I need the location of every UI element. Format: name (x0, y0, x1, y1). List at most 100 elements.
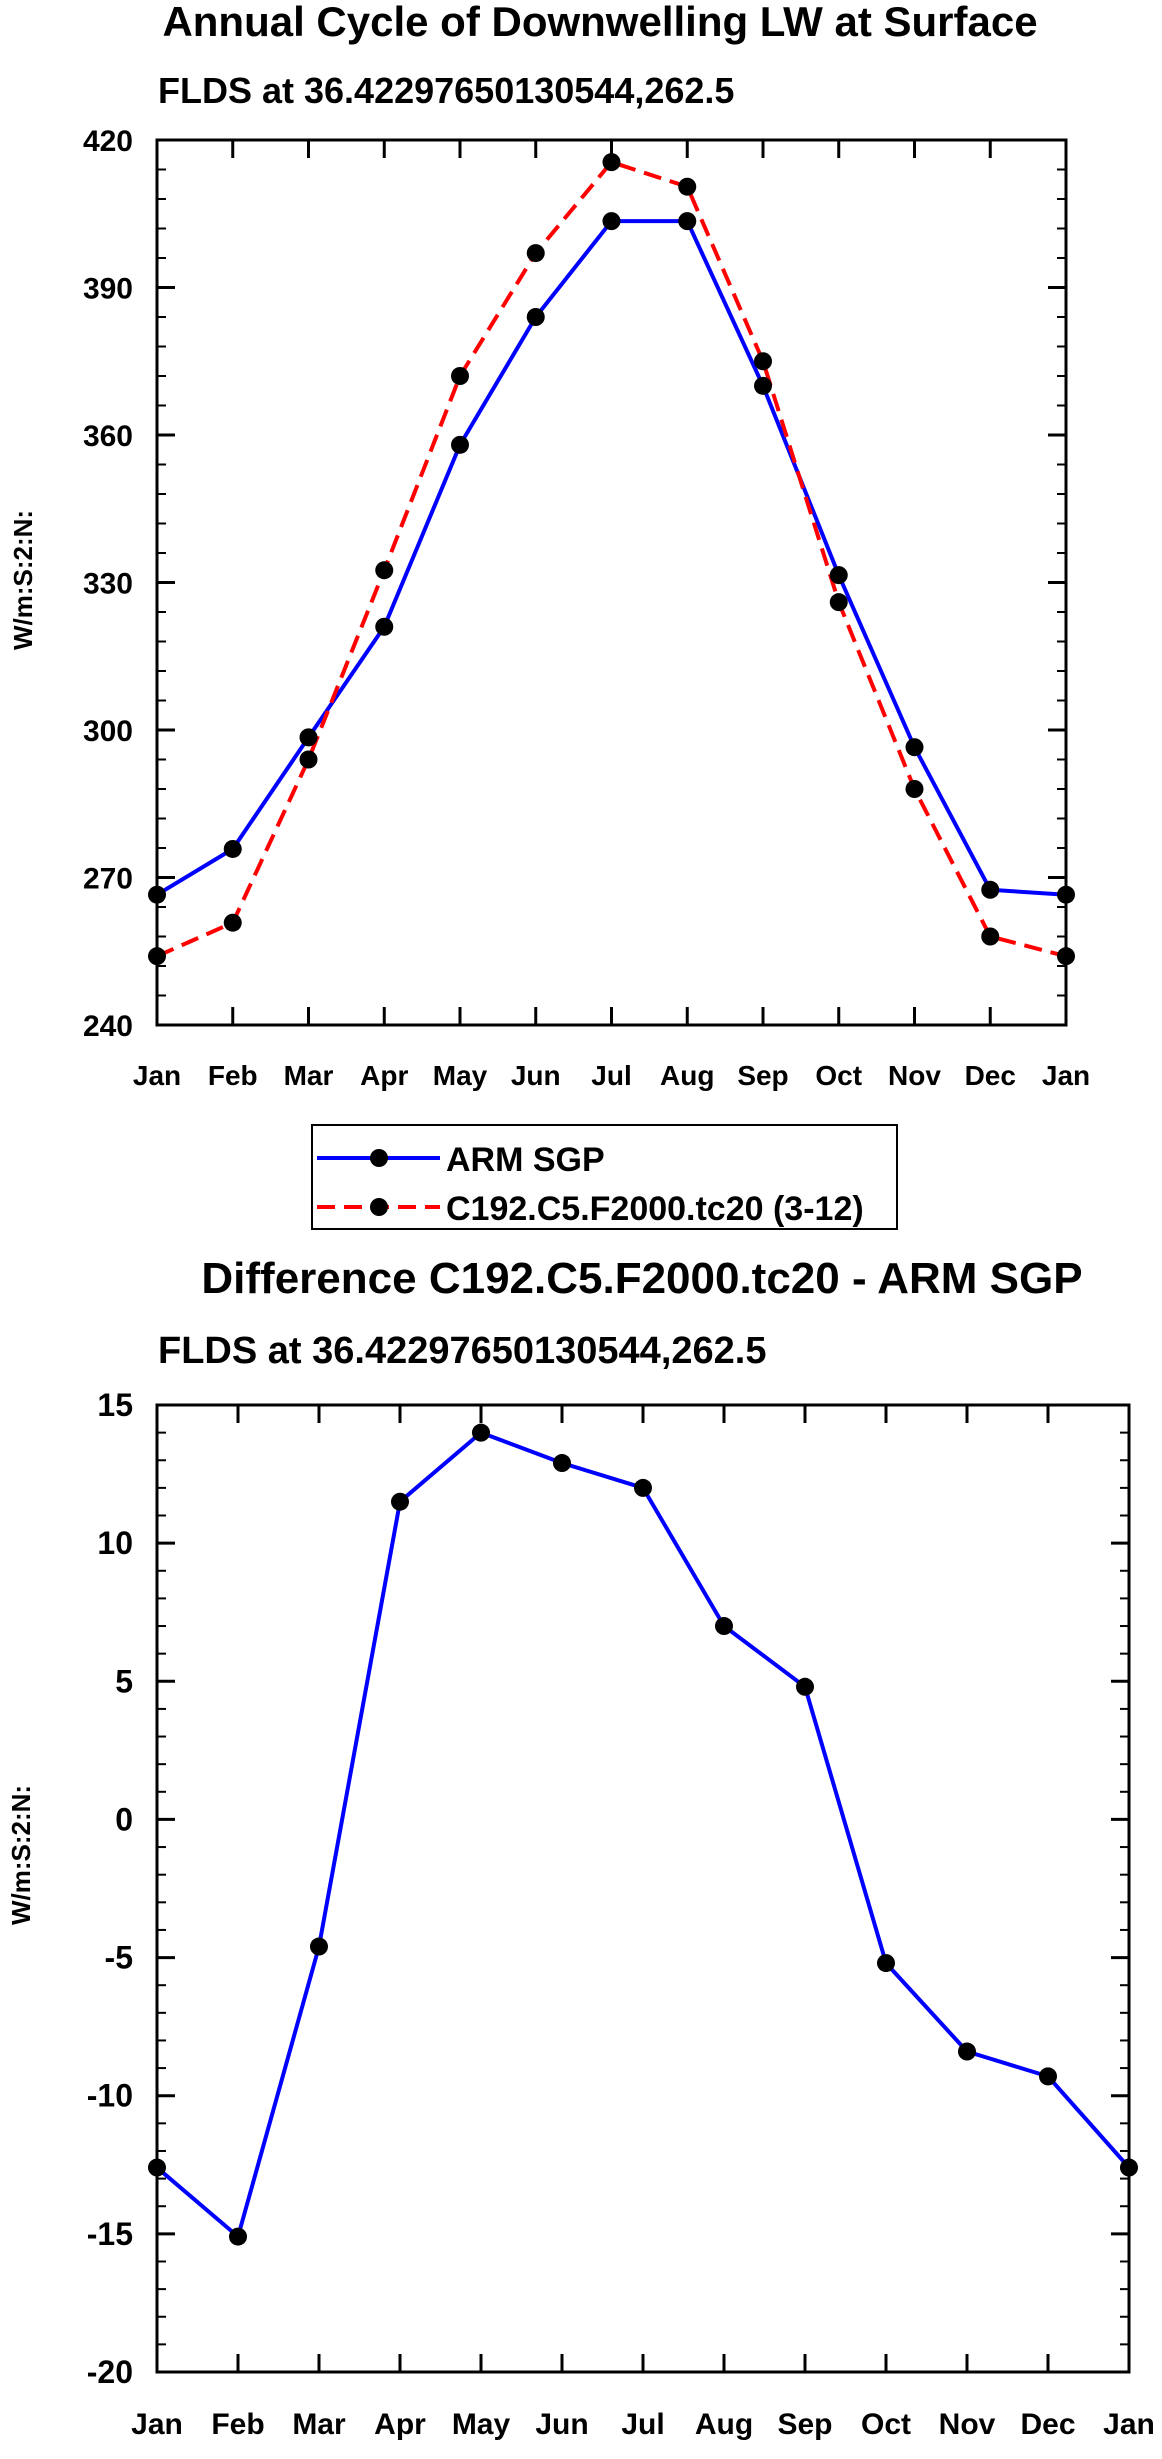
y-tick-label: -15 (87, 2216, 133, 2252)
data-point (1057, 885, 1075, 904)
x-tick-label: Oct (861, 2408, 911, 2441)
x-tick-label: Feb (208, 1060, 258, 1091)
data-point (981, 927, 1000, 946)
y-tick-label: 0 (115, 1801, 133, 1837)
x-tick-label: Nov (939, 2408, 996, 2441)
x-tick-label: Sep (737, 1060, 788, 1091)
chart-subtitle: FLDS at 36.42297650130544,262.5 (158, 70, 734, 111)
y-tick-labels: 420 390 360 330 300 270 240 (83, 125, 133, 1043)
plot-frame (155, 1403, 1131, 2374)
x-tick-label: Jun (511, 1060, 561, 1091)
data-point (451, 367, 469, 385)
data-point (391, 1492, 409, 1511)
plot-frame (155, 138, 1068, 1027)
x-tick-label: Feb (211, 2408, 264, 2441)
x-tick-labels: Jan Feb Mar Apr May Jun Jul Aug Sep Oct Nov Dec Jan (133, 1060, 1090, 1091)
x-tick-labels: Jan Feb Mar Apr May Jun Jul Aug Sep Oct Nov Dec Jan (131, 2408, 1155, 2441)
data-point (148, 947, 166, 966)
x-tick-label: Apr (360, 1060, 408, 1091)
data-point (148, 2158, 166, 2177)
y-tick-labels: 15 10 5 0 -5 -10 -15 -20 (87, 1387, 133, 2390)
data-point (602, 153, 621, 172)
data-point (229, 2227, 247, 2246)
data-point (905, 738, 924, 757)
y-tick-label: 360 (83, 420, 133, 453)
legend-label-model: C192.C5.F2000.tc20 (3-12) (446, 1190, 864, 1228)
data-point (754, 352, 772, 371)
series-line (156, 160, 1067, 959)
axis-ticks (155, 138, 1068, 1027)
y-tick-label: 330 (83, 568, 133, 601)
x-tick-label: Aug (695, 2408, 753, 2441)
data-point (829, 566, 848, 585)
data-point (526, 244, 545, 263)
data-point (299, 750, 318, 769)
x-tick-label: Mar (284, 1060, 334, 1091)
data-point (877, 1954, 895, 1973)
data-point (223, 913, 242, 932)
data-point (715, 1617, 733, 1636)
y-tick-label: 240 (83, 1010, 133, 1043)
panel-annual-cycle: Annual Cycle of Downwelling LW at Surfac… (8, 0, 1090, 1091)
data-point (553, 1454, 571, 1473)
data-point (1039, 2067, 1057, 2086)
data-point (958, 2042, 976, 2061)
chart-title: Annual Cycle of Downwelling LW at Surfac… (162, 0, 1037, 45)
y-tick-label: 10 (97, 1525, 133, 1561)
data-point (148, 885, 166, 904)
data-point (829, 593, 848, 612)
x-tick-label: Jun (535, 2408, 588, 2441)
data-point (375, 561, 394, 580)
legend-entry-arm-sgp: ARM SGP (317, 1141, 605, 1179)
data-point (526, 308, 545, 326)
series-line (155, 1430, 1131, 2239)
y-tick-label: 270 (83, 863, 133, 896)
y-tick-label: -10 (87, 2078, 133, 2114)
y-tick-label: 15 (97, 1387, 133, 1423)
data-point (796, 1677, 814, 1696)
x-tick-label: Dec (1020, 2408, 1075, 2441)
data-point (375, 617, 394, 636)
x-tick-label: Aug (660, 1060, 714, 1091)
data-point (310, 1937, 328, 1956)
series-group (148, 1423, 1138, 2246)
x-tick-label: Sep (777, 2408, 832, 2441)
x-tick-label: Jan (1103, 2408, 1155, 2441)
x-tick-label: Jan (1042, 1060, 1090, 1091)
legend: ARM SGP C192.C5.F2000.tc20 (3-12) (311, 1124, 898, 1230)
data-point (678, 212, 697, 231)
x-tick-label: Mar (292, 2408, 346, 2441)
x-tick-label: Nov (888, 1060, 941, 1091)
panel-difference: Difference C192.C5.F2000.tc20 - ARM SGP … (6, 1254, 1155, 2441)
data-point (634, 1478, 652, 1497)
series-group (148, 153, 1075, 966)
data-point (678, 177, 697, 196)
data-point (754, 376, 772, 395)
data-point (1057, 947, 1075, 966)
x-tick-label: Apr (374, 2408, 426, 2441)
y-axis-label: W/m:S:2:N: (8, 510, 38, 650)
x-tick-label: Oct (815, 1060, 862, 1091)
data-point (1120, 2158, 1138, 2177)
y-tick-label: 390 (83, 273, 133, 306)
y-tick-label: -20 (87, 2354, 133, 2390)
y-axis-label: W/m:S:2:N: (6, 1785, 36, 1925)
x-tick-label: Jan (131, 2408, 183, 2441)
y-tick-label: -5 (105, 1940, 133, 1976)
data-point (451, 435, 469, 454)
x-tick-label: Dec (965, 1060, 1016, 1091)
data-point (602, 212, 621, 231)
x-tick-label: Jul (621, 2408, 664, 2441)
axis-ticks (155, 1403, 1131, 2374)
legend-label-arm-sgp: ARM SGP (446, 1141, 605, 1179)
data-point (223, 839, 242, 858)
y-tick-label: 420 (83, 125, 133, 158)
legend-entry-model: C192.C5.F2000.tc20 (3-12) (317, 1190, 864, 1228)
x-tick-label: Jul (591, 1060, 631, 1091)
data-point (905, 780, 924, 798)
x-tick-label: May (433, 1060, 488, 1091)
data-point (472, 1423, 490, 1442)
chart-subtitle: FLDS at 36.42297650130544,262.5 (158, 1330, 766, 1372)
y-tick-label: 300 (83, 715, 133, 748)
